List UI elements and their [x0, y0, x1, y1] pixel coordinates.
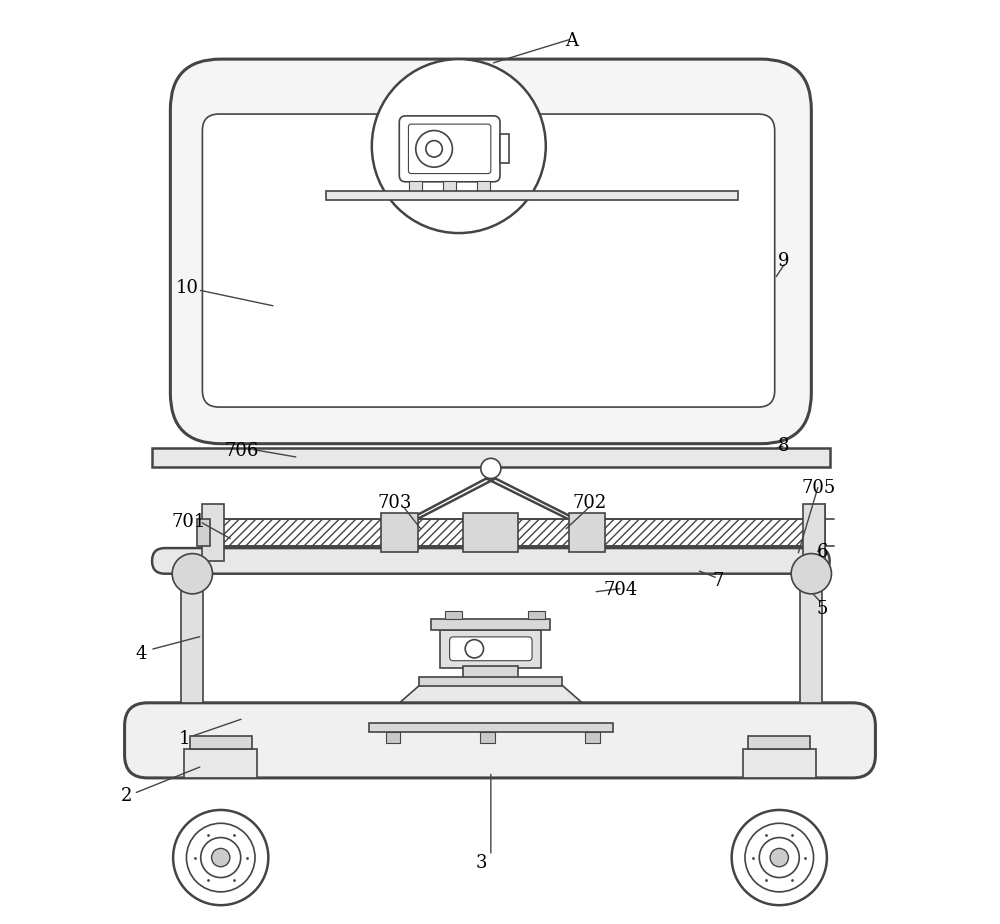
Bar: [463, 666, 518, 679]
FancyBboxPatch shape: [408, 124, 491, 174]
Bar: [445, 612, 462, 618]
Text: 2: 2: [121, 787, 132, 805]
Circle shape: [581, 519, 598, 536]
Circle shape: [172, 553, 212, 594]
FancyBboxPatch shape: [399, 116, 500, 182]
Bar: [569, 513, 605, 552]
Text: 6: 6: [817, 542, 828, 561]
Bar: [409, 181, 422, 191]
Circle shape: [201, 837, 241, 878]
Bar: [431, 618, 550, 629]
Circle shape: [212, 848, 230, 867]
Bar: [202, 505, 224, 561]
Circle shape: [745, 823, 814, 892]
Bar: [419, 677, 562, 687]
Text: 8: 8: [778, 436, 790, 455]
Bar: [440, 629, 541, 668]
Text: 705: 705: [802, 479, 836, 496]
Circle shape: [372, 59, 546, 233]
Bar: [184, 748, 257, 778]
Text: 706: 706: [225, 442, 259, 460]
FancyBboxPatch shape: [170, 59, 811, 444]
Bar: [443, 181, 456, 191]
Text: 703: 703: [378, 494, 412, 512]
Bar: [386, 732, 400, 743]
Bar: [500, 134, 509, 164]
Text: 5: 5: [817, 600, 828, 617]
Bar: [197, 518, 210, 546]
Text: 9: 9: [778, 251, 790, 270]
Circle shape: [770, 848, 788, 867]
Circle shape: [173, 810, 268, 906]
Circle shape: [426, 140, 442, 157]
Text: 704: 704: [604, 581, 638, 599]
Text: 701: 701: [171, 513, 206, 530]
Circle shape: [481, 458, 501, 479]
FancyBboxPatch shape: [450, 637, 532, 661]
Text: 10: 10: [175, 279, 198, 297]
FancyBboxPatch shape: [125, 703, 875, 778]
Bar: [480, 732, 495, 743]
Bar: [381, 513, 418, 552]
Circle shape: [732, 810, 827, 906]
Bar: [212, 518, 816, 546]
Bar: [326, 191, 738, 201]
Bar: [181, 574, 203, 703]
Text: 702: 702: [573, 494, 607, 512]
Bar: [803, 505, 825, 561]
Circle shape: [186, 823, 255, 892]
Bar: [190, 736, 252, 748]
Text: 4: 4: [135, 645, 147, 663]
Bar: [369, 723, 613, 732]
FancyBboxPatch shape: [202, 114, 775, 407]
Bar: [800, 574, 822, 703]
Bar: [748, 736, 810, 748]
Circle shape: [416, 130, 452, 167]
Bar: [528, 612, 545, 618]
Circle shape: [388, 519, 405, 536]
Text: A: A: [565, 31, 578, 50]
Bar: [463, 513, 518, 552]
Polygon shape: [376, 679, 605, 723]
Bar: [152, 448, 830, 467]
Bar: [212, 518, 816, 546]
Circle shape: [759, 837, 799, 878]
Text: 3: 3: [476, 854, 487, 872]
Text: 1: 1: [178, 730, 190, 748]
Text: 7: 7: [712, 572, 724, 590]
Bar: [743, 748, 816, 778]
Bar: [477, 181, 490, 191]
FancyBboxPatch shape: [152, 548, 830, 574]
Bar: [585, 732, 600, 743]
Circle shape: [791, 553, 831, 594]
Circle shape: [465, 639, 484, 658]
